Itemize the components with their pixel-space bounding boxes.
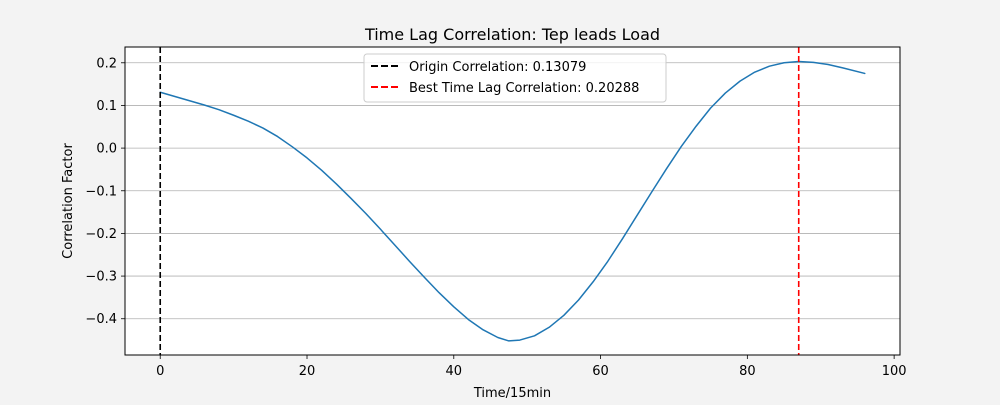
y-tick-label: −0.1 <box>85 184 117 199</box>
x-tick-label: 40 <box>446 364 463 379</box>
legend-label-best: Best Time Lag Correlation: 0.20288 <box>409 81 639 96</box>
y-axis-ticks: −0.4 −0.3 −0.2 −0.1 0.0 0.1 0.2 <box>85 56 125 327</box>
x-axis-ticks: 0 20 40 60 80 100 <box>156 355 907 379</box>
y-axis-label: Correlation Factor <box>61 143 76 259</box>
legend: Origin Correlation: 0.13079 Best Time La… <box>363 53 667 103</box>
y-tick-label: −0.4 <box>85 312 117 327</box>
y-tick-label: 0.1 <box>96 99 117 114</box>
x-tick-label: 60 <box>592 364 609 379</box>
x-tick-label: 100 <box>882 364 907 379</box>
y-tick-label: 0.2 <box>96 56 117 71</box>
plot-frame <box>124 46 901 356</box>
series-line <box>159 60 866 342</box>
legend-label-origin: Origin Correlation: 0.13079 <box>409 60 586 75</box>
x-axis-label: Time/15min <box>473 386 551 400</box>
data-lines <box>159 47 866 355</box>
legend-box <box>363 53 667 103</box>
x-tick-label: 80 <box>739 364 756 379</box>
y-tick-label: −0.3 <box>85 270 117 285</box>
x-tick-label: 20 <box>299 364 316 379</box>
y-tick-label: −0.2 <box>85 227 117 242</box>
x-tick-label: 0 <box>156 364 164 379</box>
y-tick-label: 0.0 <box>96 142 117 157</box>
chart-title: Time Lag Correlation: Tep leads Load <box>364 25 660 44</box>
